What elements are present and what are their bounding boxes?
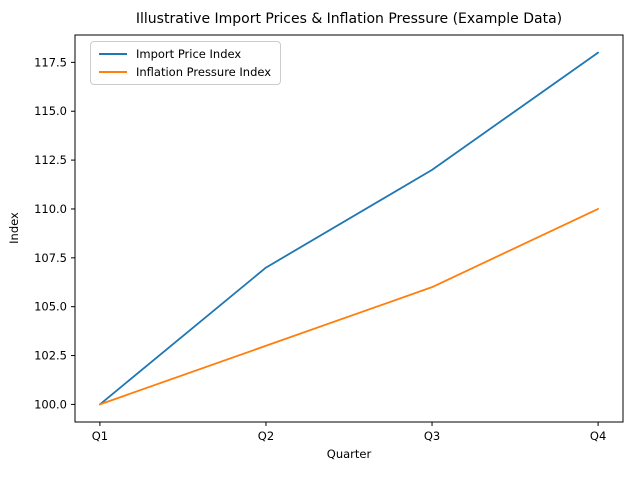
legend-line-sample-orange bbox=[99, 71, 127, 73]
y-tick-label: 117.5 bbox=[34, 55, 67, 69]
legend-label: Inflation Pressure Index bbox=[136, 65, 272, 79]
legend-label: Import Price Index bbox=[136, 47, 242, 61]
y-axis-label: Index bbox=[7, 212, 21, 244]
y-tick-label: 100.0 bbox=[34, 397, 67, 411]
x-tick-label: Q1 bbox=[92, 429, 108, 443]
chart-title: Illustrative Import Prices & Inflation P… bbox=[135, 11, 563, 27]
y-tick-label: 105.0 bbox=[34, 300, 67, 314]
x-tick-label: Q4 bbox=[590, 429, 606, 443]
y-tick-label: 115.0 bbox=[34, 104, 67, 118]
axes-frame bbox=[74, 34, 624, 423]
series-line-1 bbox=[99, 208, 599, 406]
y-tick-label: 102.5 bbox=[34, 349, 67, 363]
legend-item-inflation-pressure: Inflation Pressure Index bbox=[99, 65, 271, 79]
y-tick-label: 110.0 bbox=[34, 202, 67, 216]
legend-item-import-price: Import Price Index bbox=[99, 47, 271, 61]
series-line-0 bbox=[99, 51, 599, 406]
legend: Import Price Index Inflation Pressure In… bbox=[90, 41, 282, 85]
y-tick-label: 107.5 bbox=[34, 251, 67, 265]
y-tick-label: 112.5 bbox=[34, 153, 67, 167]
legend-line-sample-blue bbox=[99, 53, 127, 55]
x-tick-label: Q3 bbox=[424, 429, 440, 443]
x-axis-label: Quarter bbox=[326, 447, 372, 461]
x-tick-label: Q2 bbox=[258, 429, 274, 443]
